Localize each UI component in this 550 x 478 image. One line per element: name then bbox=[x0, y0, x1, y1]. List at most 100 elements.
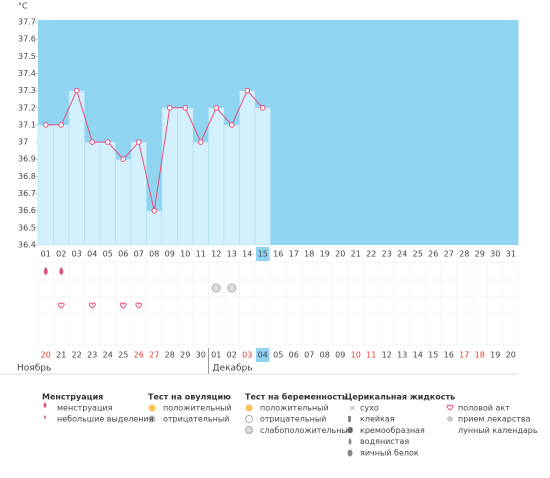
date-label: 11 bbox=[366, 351, 376, 360]
current-day-highlight bbox=[256, 247, 270, 261]
temperature-point bbox=[213, 104, 220, 111]
date-label: 10 bbox=[351, 351, 361, 360]
y-tick-label: 37.3 bbox=[18, 86, 36, 95]
legend-item: менструация bbox=[57, 404, 113, 413]
bar bbox=[37, 124, 54, 246]
y-tick-label: 37.5 bbox=[18, 52, 36, 61]
icon-pill bbox=[447, 416, 453, 422]
icon-negative bbox=[245, 415, 253, 423]
x-tick-label: 05 bbox=[103, 250, 113, 259]
icon-weak bbox=[245, 426, 253, 434]
temperature-point bbox=[73, 87, 80, 94]
date-label: 08 bbox=[320, 351, 330, 360]
x-tick-label: 17 bbox=[289, 250, 299, 259]
y-tick-label: 36.6 bbox=[18, 206, 36, 215]
y-tick-label: 36.8 bbox=[18, 172, 36, 181]
x-tick-label: 01 bbox=[41, 250, 51, 259]
x-tick-label: 10 bbox=[180, 250, 190, 259]
legend-item: прием лекарства bbox=[458, 415, 531, 424]
temperature-point bbox=[166, 104, 173, 111]
icon-moon bbox=[447, 427, 451, 435]
legend-item: водянистая bbox=[360, 437, 409, 446]
x-tick-label: 04 bbox=[87, 250, 97, 259]
intercourse-mark bbox=[119, 302, 127, 309]
temperature-point bbox=[197, 139, 204, 145]
date-label: 24 bbox=[103, 351, 113, 360]
legend-item: яичный белок bbox=[360, 448, 419, 457]
x-tick-label: 31 bbox=[506, 250, 516, 259]
temperature-point bbox=[120, 156, 127, 163]
y-tick-label: 37.6 bbox=[18, 35, 36, 44]
legend-item: лунный календарь bbox=[458, 426, 538, 435]
unit-label: °C bbox=[18, 2, 28, 11]
legend-item: небольшие выделения bbox=[57, 415, 154, 424]
legend-item: положительный bbox=[260, 404, 329, 413]
icon-dry: × bbox=[349, 404, 356, 413]
legend-title: Церикальная жидкость bbox=[345, 393, 455, 402]
y-tick-label: 37 bbox=[18, 138, 28, 147]
bar bbox=[223, 124, 240, 246]
x-tick-label: 23 bbox=[382, 250, 392, 259]
icon-sticky bbox=[348, 416, 351, 422]
temperature-point bbox=[104, 139, 111, 145]
y-tick-label: 36.4 bbox=[18, 241, 36, 250]
date-label: 12 bbox=[382, 351, 392, 360]
date-label: 22 bbox=[72, 351, 82, 360]
x-tick-label: 02 bbox=[56, 250, 66, 259]
legend-item: сухо bbox=[360, 404, 379, 413]
temperature-point bbox=[182, 104, 189, 111]
x-tick-label: 07 bbox=[134, 250, 144, 259]
intercourse-mark bbox=[88, 302, 96, 309]
x-tick-label: 08 bbox=[149, 250, 159, 259]
x-tick-label: 06 bbox=[118, 250, 128, 259]
x-tick-label: 18 bbox=[304, 250, 314, 259]
intercourse-mark bbox=[57, 302, 65, 309]
bar bbox=[99, 141, 116, 246]
legend-item: слабоположительный bbox=[260, 426, 353, 435]
bar bbox=[84, 141, 101, 246]
bar bbox=[208, 107, 225, 246]
icon-egg bbox=[347, 449, 353, 457]
date-label: 19 bbox=[490, 351, 500, 360]
x-tick-label: 16 bbox=[273, 250, 283, 259]
temperature-point bbox=[58, 122, 65, 128]
date-label: 06 bbox=[289, 351, 299, 360]
bar bbox=[115, 158, 132, 246]
x-tick-label: 09 bbox=[165, 250, 175, 259]
date-label: 07 bbox=[304, 351, 314, 360]
y-tick-label: 37.1 bbox=[18, 120, 36, 129]
temperature-point bbox=[151, 207, 158, 214]
bar bbox=[130, 141, 147, 246]
icon-drop bbox=[43, 402, 47, 408]
bar bbox=[161, 107, 178, 246]
x-tick-label: 12 bbox=[211, 250, 221, 259]
temperature-point bbox=[259, 104, 266, 111]
x-tick-label: 22 bbox=[366, 250, 376, 259]
icon-positive bbox=[245, 404, 253, 412]
date-label: 26 bbox=[134, 351, 144, 360]
x-tick-label: 26 bbox=[428, 250, 438, 259]
legend-item: положительный bbox=[163, 404, 232, 413]
bar bbox=[53, 124, 70, 246]
date-label: 09 bbox=[335, 351, 345, 360]
x-tick-label: 30 bbox=[490, 250, 500, 259]
legend-title: Тест на беременность bbox=[245, 392, 347, 402]
date-label: 04 bbox=[258, 351, 268, 360]
x-tick-label: 25 bbox=[413, 250, 423, 259]
y-tick-label: 37.7 bbox=[18, 18, 36, 27]
date-label: 20 bbox=[506, 351, 516, 360]
x-tick-label: 24 bbox=[397, 250, 407, 259]
menstruation-mark bbox=[59, 267, 64, 275]
date-label: 02 bbox=[227, 351, 237, 360]
date-label: 18 bbox=[475, 351, 485, 360]
ovulation-test-mark bbox=[211, 283, 221, 293]
current-date-highlight bbox=[256, 348, 270, 362]
temperature-point bbox=[42, 122, 49, 128]
temperature-point bbox=[89, 139, 96, 145]
y-tick-label: 36.7 bbox=[18, 189, 36, 198]
icon-drop-small bbox=[44, 415, 46, 419]
date-label: 30 bbox=[196, 351, 206, 360]
bar bbox=[177, 107, 194, 246]
x-tick-label: 20 bbox=[335, 250, 345, 259]
